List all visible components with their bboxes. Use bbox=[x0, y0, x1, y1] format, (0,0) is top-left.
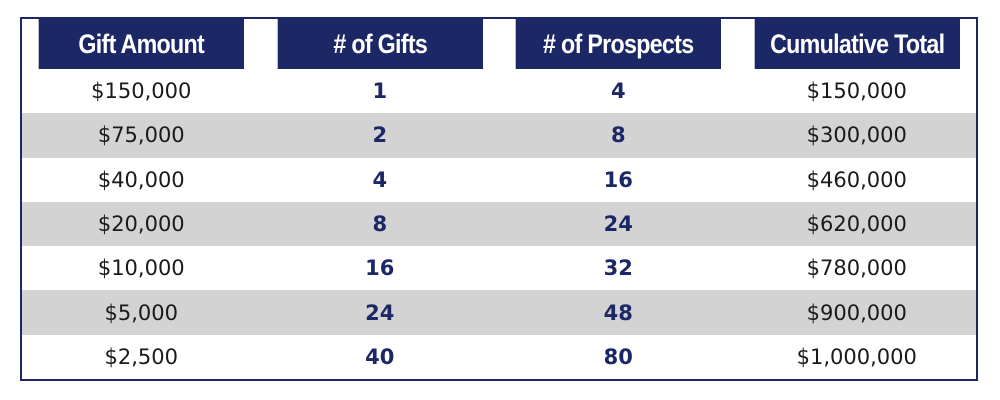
header-cumulative-total: Cumulative Total bbox=[754, 19, 960, 69]
gift-chart-table: Gift Amount # of Gifts # of Prospects Cu… bbox=[22, 19, 976, 379]
gift-amount-cell: $75,000 bbox=[22, 113, 261, 158]
num-gifts-cell: 8 bbox=[260, 201, 499, 247]
cumulative-total-cell: $1,000,000 bbox=[796, 344, 917, 369]
table-header: Gift Amount # of Gifts # of Prospects Cu… bbox=[22, 19, 976, 69]
cumulative-total-cell: $780,000 bbox=[806, 256, 907, 281]
num-gifts-cell: 4 bbox=[372, 167, 388, 192]
num-prospects-cell: 32 bbox=[603, 256, 633, 281]
gift-amount-cell: $150,000 bbox=[91, 79, 192, 104]
table-row: $5,000 24 48 $900,000 bbox=[22, 290, 976, 335]
num-prospects-cell: 48 bbox=[499, 290, 738, 335]
table-row: $75,000 2 8 $300,000 bbox=[22, 113, 976, 158]
header-num-prospects: # of Prospects bbox=[515, 19, 721, 69]
header-gift-amount: Gift Amount bbox=[38, 19, 244, 69]
table-row: $10,000 16 32 $780,000 bbox=[22, 246, 976, 290]
header-num-gifts: # of Gifts bbox=[277, 19, 483, 69]
gift-amount-cell: $2,500 bbox=[104, 344, 178, 369]
num-prospects-cell: 4 bbox=[610, 79, 626, 104]
table-row: $20,000 8 24 $620,000 bbox=[22, 201, 976, 247]
num-prospects-cell: 16 bbox=[603, 167, 633, 192]
table-row: $40,000 4 16 $460,000 bbox=[22, 158, 976, 202]
header-row: Gift Amount # of Gifts # of Prospects Cu… bbox=[22, 19, 976, 69]
cumulative-total-cell: $460,000 bbox=[806, 167, 907, 192]
gift-amount-cell: $20,000 bbox=[22, 201, 261, 247]
cumulative-total-cell: $900,000 bbox=[737, 290, 976, 335]
num-gifts-cell: 2 bbox=[260, 113, 499, 158]
table-body: $150,000 1 4 $150,000 $75,000 2 8 $300,0… bbox=[22, 69, 976, 379]
num-prospects-cell: 80 bbox=[603, 344, 633, 369]
cumulative-total-cell: $300,000 bbox=[737, 113, 976, 158]
num-prospects-cell: 8 bbox=[499, 113, 738, 158]
num-gifts-cell: 1 bbox=[372, 79, 388, 104]
cumulative-total-cell: $150,000 bbox=[806, 79, 907, 104]
gift-amount-cell: $40,000 bbox=[97, 167, 185, 192]
num-gifts-cell: 40 bbox=[365, 344, 395, 369]
gift-amount-cell: $10,000 bbox=[97, 256, 185, 281]
gift-amount-cell: $5,000 bbox=[22, 290, 261, 335]
table-row: $2,500 40 80 $1,000,000 bbox=[22, 335, 976, 379]
table-row: $150,000 1 4 $150,000 bbox=[22, 69, 976, 113]
gift-chart-table-frame: Gift Amount # of Gifts # of Prospects Cu… bbox=[20, 17, 978, 381]
cumulative-total-cell: $620,000 bbox=[737, 201, 976, 247]
num-prospects-cell: 24 bbox=[499, 201, 738, 247]
num-gifts-cell: 16 bbox=[365, 256, 395, 281]
num-gifts-cell: 24 bbox=[260, 290, 499, 335]
